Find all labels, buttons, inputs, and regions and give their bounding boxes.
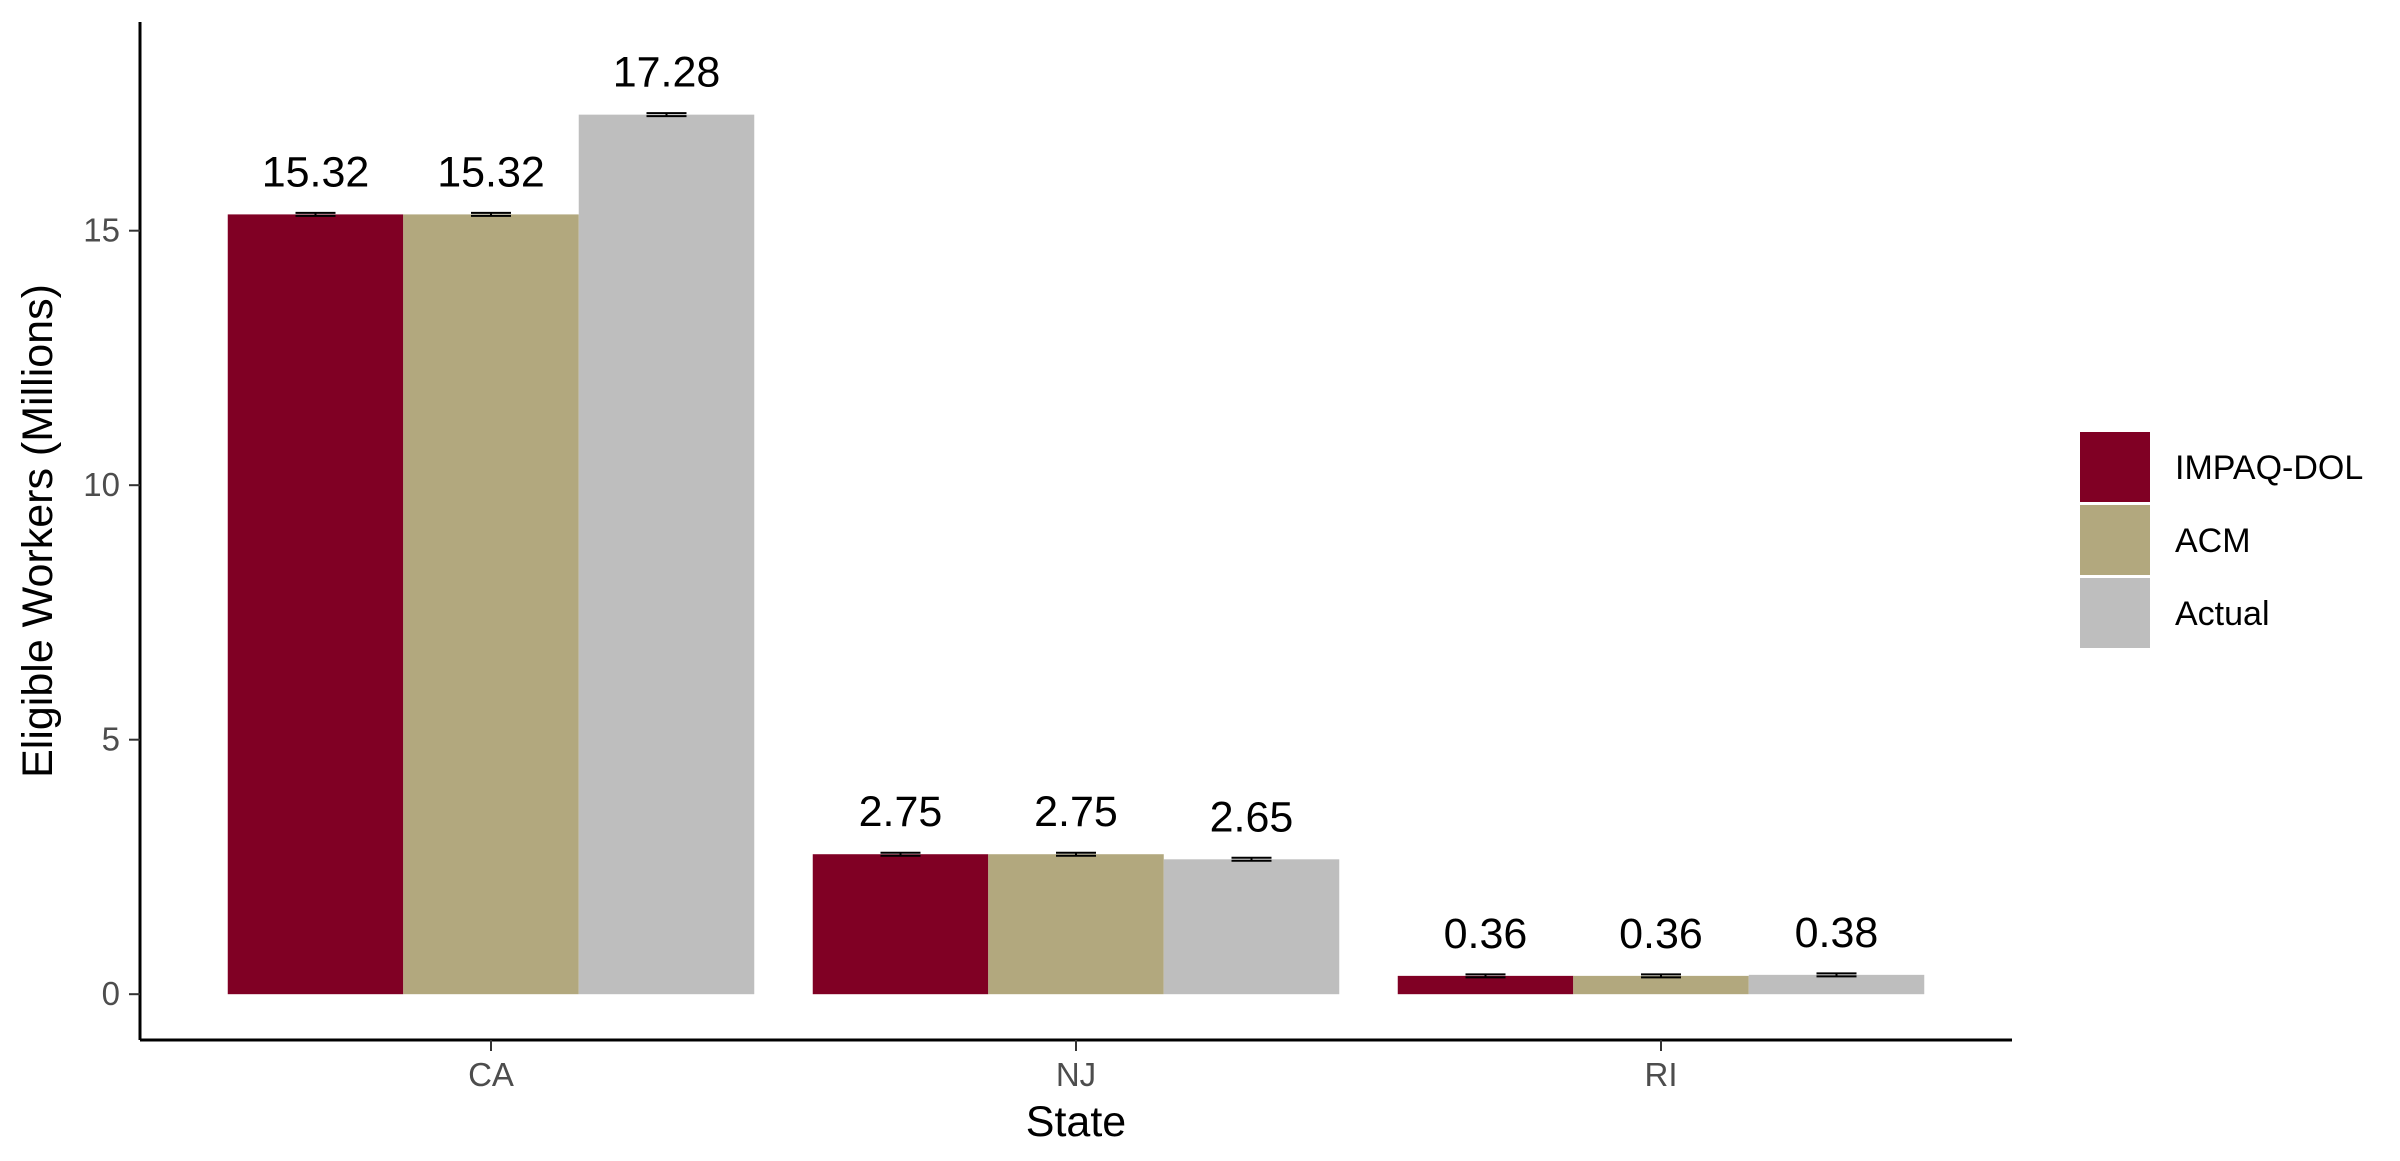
legend-label: IMPAQ-DOL xyxy=(2175,449,2363,487)
data-label-impaq-dol-nj: 2.75 xyxy=(859,788,943,836)
legend-key xyxy=(2080,505,2150,575)
bar-impaq-dol-ri xyxy=(1397,975,1574,995)
y-tick-label: 10 xyxy=(83,466,120,503)
legend-item-impaq-dol: IMPAQ-DOL xyxy=(2080,432,2363,502)
error-bar-impaq-dol-ca xyxy=(295,211,336,217)
data-label-acm-ca: 15.32 xyxy=(437,148,545,196)
x-axis-title: State xyxy=(1026,1098,1126,1146)
legend-item-actual: Actual xyxy=(2080,578,2270,648)
data-label-impaq-dol-ca: 15.32 xyxy=(262,148,370,196)
legend-key xyxy=(2080,578,2150,648)
legend: IMPAQ-DOL ACM Actual xyxy=(2080,432,2363,648)
bar-acm-ca xyxy=(403,214,579,995)
x-tick-label-nj: NJ xyxy=(1056,1056,1096,1093)
bars-layer xyxy=(227,114,1925,995)
legend-key xyxy=(2080,432,2150,502)
data-label-actual-nj: 2.65 xyxy=(1210,793,1294,841)
legend-item-acm: ACM xyxy=(2080,505,2251,575)
bar-actual-ri xyxy=(1748,974,1925,995)
error-bar-actual-ca xyxy=(646,112,687,118)
error-bar-impaq-dol-nj xyxy=(880,851,921,857)
error-bar-acm-nj xyxy=(1056,851,1096,857)
data-labels-layer: 15.32 15.32 17.28 2.75 2.75 2.65 0.36 0.36 0.38 xyxy=(262,49,1879,958)
y-tick-label: 0 xyxy=(102,975,120,1012)
x-ticks-layer: CA NJ RI xyxy=(468,1040,1678,1093)
x-tick-label-ri: RI xyxy=(1645,1056,1678,1093)
data-label-acm-ri: 0.36 xyxy=(1619,910,1703,958)
bar-acm-ri xyxy=(1573,975,1749,995)
error-bar-acm-ri xyxy=(1641,973,1681,979)
bar-actual-ca xyxy=(578,114,755,995)
y-ticks-layer: 0 5 10 15 xyxy=(83,212,140,1012)
bar-impaq-dol-nj xyxy=(812,854,989,995)
bar-actual-nj xyxy=(1163,859,1340,995)
data-label-acm-nj: 2.75 xyxy=(1034,788,1118,836)
bar-acm-nj xyxy=(988,854,1164,995)
bar-impaq-dol-ca xyxy=(227,214,404,995)
y-tick-label: 5 xyxy=(102,721,120,758)
data-label-actual-ca: 17.28 xyxy=(613,49,721,97)
error-bar-actual-ri xyxy=(1816,972,1857,978)
y-axis-title: Eligible Workers (Millions) xyxy=(14,284,62,778)
legend-label: ACM xyxy=(2175,522,2251,560)
legend-label: Actual xyxy=(2175,595,2270,633)
y-tick-label: 15 xyxy=(83,212,120,249)
error-bars-layer xyxy=(295,112,1857,979)
error-bar-impaq-dol-ri xyxy=(1465,973,1506,979)
x-tick-label-ca: CA xyxy=(468,1056,514,1093)
data-label-impaq-dol-ri: 0.36 xyxy=(1444,910,1528,958)
error-bar-acm-ca xyxy=(471,211,511,217)
data-label-actual-ri: 0.38 xyxy=(1795,909,1879,957)
error-bar-actual-nj xyxy=(1231,856,1272,862)
